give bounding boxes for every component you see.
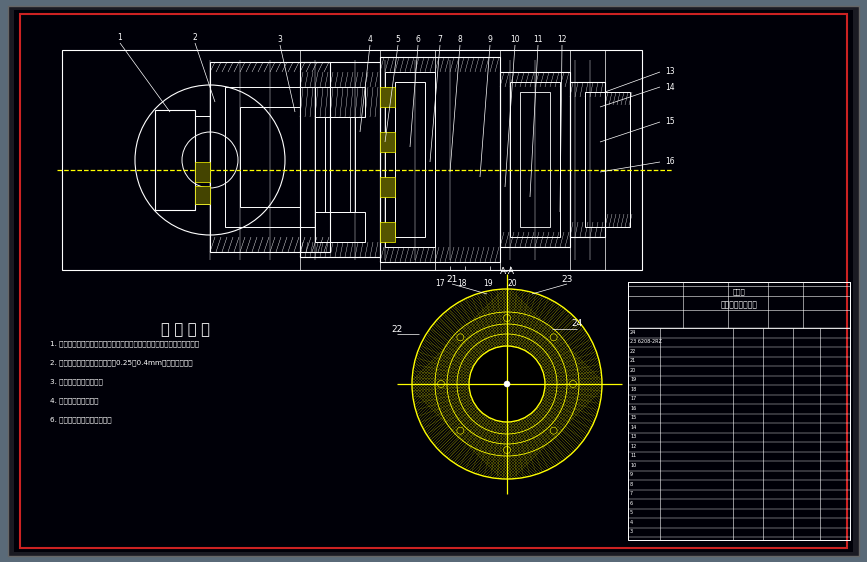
Text: 15: 15 <box>630 415 636 420</box>
Circle shape <box>457 427 464 434</box>
Bar <box>210 62 330 252</box>
Bar <box>195 116 210 204</box>
Text: 1. 装配前，轴承用汽油清洗；其它零件用柴油清洗，筱体内部涂耔油湆潆；: 1. 装配前，轴承用汽油清洗；其它零件用柴油清洗，筱体内部涂耔油湆潆； <box>50 340 199 347</box>
Text: 24: 24 <box>630 330 636 335</box>
Text: 技 术 要 求: 技 术 要 求 <box>160 322 210 337</box>
Text: 22: 22 <box>630 349 636 354</box>
Text: 装配图: 装配图 <box>733 288 746 294</box>
Bar <box>605 92 630 227</box>
Text: 19: 19 <box>630 378 636 382</box>
Text: 12: 12 <box>630 444 636 449</box>
Bar <box>195 162 210 182</box>
Circle shape <box>551 334 557 341</box>
Bar <box>510 82 560 237</box>
Bar <box>315 87 365 117</box>
Bar <box>520 92 550 227</box>
Bar <box>62 50 642 270</box>
Text: 14: 14 <box>630 425 636 430</box>
Circle shape <box>457 334 464 341</box>
Text: 10: 10 <box>510 34 520 43</box>
Bar <box>628 282 850 540</box>
Text: 3: 3 <box>277 34 283 43</box>
Text: 2. 轴承安装面通过调整坠片获得0.25～0.4mm的齿侧隙间隙；: 2. 轴承安装面通过调整坠片获得0.25～0.4mm的齿侧隙间隙； <box>50 359 192 366</box>
Bar <box>195 186 210 204</box>
Text: 6: 6 <box>630 501 633 506</box>
Text: 18: 18 <box>457 279 466 288</box>
Text: 14: 14 <box>665 83 675 92</box>
Text: 3: 3 <box>630 529 633 534</box>
Bar <box>325 117 355 212</box>
Text: 17: 17 <box>630 396 636 401</box>
Circle shape <box>504 381 510 387</box>
Bar <box>380 222 395 242</box>
Text: 4: 4 <box>630 520 633 525</box>
Bar <box>300 62 380 257</box>
Text: 5: 5 <box>630 510 633 515</box>
Text: 1: 1 <box>118 33 122 42</box>
Text: 11: 11 <box>630 454 636 459</box>
Circle shape <box>438 380 445 388</box>
Text: 9: 9 <box>630 473 633 478</box>
Text: 20: 20 <box>507 279 517 288</box>
Bar <box>570 82 605 237</box>
Text: 6. 各密封处不得有漏油现象。: 6. 各密封处不得有漏油现象。 <box>50 416 112 423</box>
Text: 24: 24 <box>571 320 583 329</box>
Bar <box>380 132 395 152</box>
Bar <box>628 282 850 328</box>
Text: A-A: A-A <box>499 267 514 276</box>
Text: 13: 13 <box>630 434 636 439</box>
Text: 13: 13 <box>665 67 675 76</box>
Bar <box>500 72 570 247</box>
Circle shape <box>504 315 511 321</box>
Text: 10: 10 <box>630 463 636 468</box>
Text: 21: 21 <box>447 274 458 283</box>
Bar <box>225 87 315 227</box>
Text: 16: 16 <box>665 157 675 166</box>
Bar <box>380 57 500 262</box>
Text: 17: 17 <box>435 279 445 288</box>
Text: 15: 15 <box>665 117 675 126</box>
Circle shape <box>470 347 544 421</box>
Bar <box>385 72 435 247</box>
Text: 2: 2 <box>192 33 198 42</box>
Text: 20: 20 <box>630 368 636 373</box>
Text: 19: 19 <box>483 279 492 288</box>
Circle shape <box>570 380 577 388</box>
Text: 8: 8 <box>458 34 462 43</box>
Bar <box>380 87 395 107</box>
Text: 4. 外表面涂白色油漆；: 4. 外表面涂白色油漆； <box>50 397 99 404</box>
Text: 23 6208-2RZ: 23 6208-2RZ <box>630 339 662 345</box>
Text: 气动上下料机械手: 气动上下料机械手 <box>720 300 758 309</box>
Circle shape <box>469 346 545 422</box>
Bar <box>585 92 605 227</box>
Circle shape <box>551 427 557 434</box>
Text: 16: 16 <box>630 406 636 411</box>
Text: 22: 22 <box>391 324 402 333</box>
Text: 23: 23 <box>561 274 573 283</box>
Text: 3. 轴承采用润滑脂润滑；: 3. 轴承采用润滑脂润滑； <box>50 378 103 384</box>
Text: 5: 5 <box>395 34 401 43</box>
Text: 18: 18 <box>630 387 636 392</box>
Bar <box>395 82 425 237</box>
Text: 8: 8 <box>630 482 633 487</box>
Text: 11: 11 <box>533 34 543 43</box>
Circle shape <box>504 446 511 454</box>
Text: 9: 9 <box>487 34 492 43</box>
Text: 6: 6 <box>415 34 420 43</box>
Text: 7: 7 <box>630 491 633 496</box>
Bar <box>315 212 365 242</box>
Text: 21: 21 <box>630 359 636 364</box>
Text: 12: 12 <box>557 34 567 43</box>
Text: 4: 4 <box>368 34 373 43</box>
Bar <box>380 177 395 197</box>
Bar <box>155 110 195 210</box>
Text: 7: 7 <box>438 34 442 43</box>
Bar <box>240 107 300 207</box>
